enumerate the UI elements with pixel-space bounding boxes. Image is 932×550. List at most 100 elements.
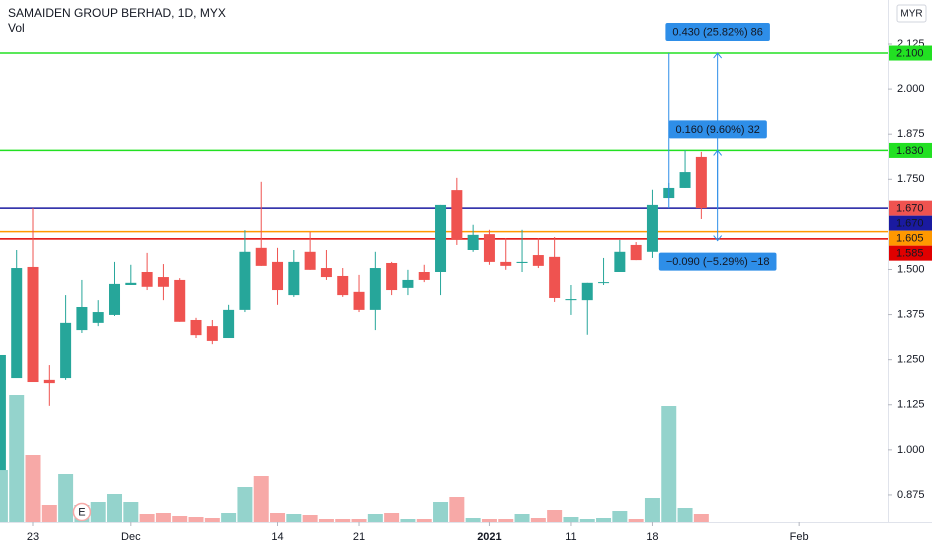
candle-body bbox=[272, 261, 284, 291]
currency-label[interactable]: MYR bbox=[900, 9, 922, 20]
candle-body bbox=[679, 172, 691, 188]
volume-bar bbox=[351, 519, 367, 522]
candle-body bbox=[157, 277, 169, 287]
volume-bar bbox=[107, 494, 123, 522]
candle-body bbox=[43, 379, 55, 384]
y-tick-label: 1.500 bbox=[897, 263, 925, 275]
price-label: 1.605 bbox=[896, 233, 924, 245]
candle-body bbox=[27, 266, 39, 383]
candle-body bbox=[337, 275, 349, 296]
volume-layer bbox=[0, 395, 709, 522]
candle-body bbox=[109, 283, 121, 315]
volume-bar bbox=[270, 513, 286, 522]
candle-body bbox=[320, 268, 332, 278]
candle-body bbox=[190, 319, 202, 336]
volume-bar bbox=[302, 515, 318, 522]
x-tick-label: Dec bbox=[121, 531, 141, 543]
volume-bar bbox=[433, 502, 449, 522]
price-label-bg bbox=[889, 200, 932, 216]
volume-bar bbox=[530, 518, 546, 522]
volume-bar bbox=[465, 518, 481, 522]
volume-bar bbox=[41, 505, 57, 522]
candle-body bbox=[646, 204, 658, 252]
volume-bar bbox=[547, 510, 563, 522]
y-tick-label: 1.000 bbox=[897, 444, 925, 456]
volume-bar bbox=[498, 519, 514, 522]
volume-bar bbox=[661, 406, 677, 522]
volume-bar bbox=[367, 514, 383, 522]
candle-body bbox=[92, 312, 104, 323]
candle-body bbox=[695, 156, 707, 209]
measure-box bbox=[658, 252, 777, 271]
earnings-marker[interactable] bbox=[72, 502, 92, 522]
volume-bar bbox=[693, 514, 709, 522]
price-label-bg bbox=[889, 142, 932, 158]
candle-body bbox=[386, 262, 398, 291]
candle-body bbox=[549, 256, 561, 298]
candle-body bbox=[516, 261, 528, 263]
volume-bar bbox=[221, 513, 237, 522]
volume-bar bbox=[612, 511, 628, 522]
candle-body bbox=[0, 354, 6, 471]
currency-button[interactable] bbox=[896, 4, 927, 23]
candle-body bbox=[483, 234, 495, 262]
volume-bar bbox=[204, 518, 220, 522]
volume-bar bbox=[123, 502, 139, 522]
measurements-layer: 0.430 (25.82%) 86 0.160 (9.60%) 32 −0.090 … bbox=[658, 23, 777, 271]
y-tick-label: 1.375 bbox=[897, 308, 925, 320]
candle-body bbox=[467, 234, 479, 250]
measure-arrow bbox=[713, 52, 723, 59]
candle-body bbox=[60, 322, 72, 379]
candle-body bbox=[418, 272, 430, 280]
y-tick-label: 0.875 bbox=[897, 489, 925, 501]
volume-bar bbox=[172, 516, 188, 522]
x-tick-label: 11 bbox=[565, 531, 576, 543]
price-label-bg bbox=[889, 230, 932, 246]
volume-bar bbox=[253, 476, 269, 522]
y-tick-label: 1.125 bbox=[897, 399, 925, 411]
measure-box bbox=[665, 23, 770, 42]
volume-bar bbox=[0, 470, 8, 522]
earnings-label[interactable]: E bbox=[78, 506, 85, 518]
candle-body bbox=[353, 291, 365, 310]
volume-bar bbox=[628, 519, 644, 522]
candles-layer bbox=[0, 150, 707, 471]
candle-body bbox=[141, 272, 153, 287]
candle-body bbox=[402, 279, 414, 288]
x-tick-label: 14 bbox=[271, 531, 283, 543]
candle-body bbox=[451, 190, 463, 240]
volume-bar bbox=[58, 474, 74, 522]
measure-label: 0.430 (25.82%) 86 bbox=[672, 26, 763, 38]
volume-bar bbox=[449, 497, 465, 522]
volume-bar bbox=[188, 517, 204, 522]
y-tick-label: 1.750 bbox=[897, 173, 925, 185]
price-label-bg bbox=[889, 45, 932, 61]
volume-bar bbox=[318, 519, 334, 522]
volume-bar bbox=[644, 498, 660, 522]
volume-bar bbox=[25, 455, 41, 522]
price-label: 1.670 bbox=[896, 218, 924, 230]
volume-bar bbox=[286, 514, 302, 522]
volume-bar bbox=[400, 519, 416, 522]
price-label: 2.100 bbox=[896, 47, 924, 59]
y-tick-label: 1.250 bbox=[897, 354, 925, 366]
candle-body bbox=[435, 204, 447, 273]
x-tick-label: 21 bbox=[353, 531, 365, 543]
candle-body bbox=[581, 282, 593, 301]
volume-bar bbox=[514, 514, 530, 522]
candle-body bbox=[369, 268, 381, 310]
volume-bar bbox=[237, 487, 253, 522]
candle-body bbox=[125, 282, 137, 285]
y-tick-label: 1.875 bbox=[897, 128, 925, 140]
measure-box bbox=[668, 120, 767, 139]
price-label: 1.670 bbox=[896, 203, 924, 215]
measure-arrow bbox=[713, 149, 723, 156]
price-label: 1.830 bbox=[896, 145, 924, 157]
volume-bar bbox=[9, 395, 25, 522]
price-label: 1.585 bbox=[896, 248, 924, 260]
price-lines-layer bbox=[0, 52, 888, 240]
measure-label: 0.160 (9.60%) 32 bbox=[675, 124, 759, 136]
